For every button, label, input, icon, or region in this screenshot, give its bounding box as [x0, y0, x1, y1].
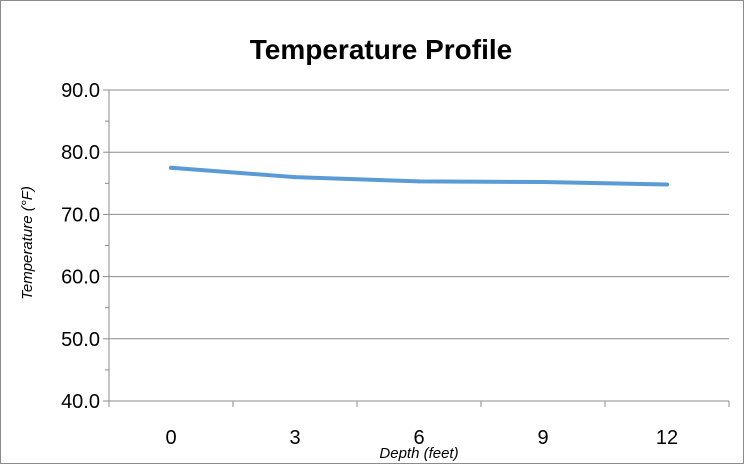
y-tick-label: 40.0 [61, 391, 100, 413]
y-tick-label: 70.0 [61, 204, 100, 226]
x-tick-label: 12 [656, 427, 678, 449]
x-tick-label: 6 [413, 427, 424, 449]
x-tick-labels: 0 3 6 9 12 [165, 427, 678, 449]
data-point [665, 182, 669, 187]
data-point [169, 165, 173, 170]
series-layer [169, 165, 669, 187]
chart-title: Temperature Profile [250, 34, 512, 65]
data-point [293, 175, 297, 180]
y-tick-label: 60.0 [61, 267, 100, 289]
y-tick-label: 50.0 [61, 329, 100, 351]
x-axis-label: Depth (feet) [379, 445, 458, 462]
data-point [541, 180, 545, 185]
y-tick-label: 90.0 [61, 80, 100, 102]
x-tick-label: 0 [165, 427, 176, 449]
x-tick-label: 9 [537, 427, 548, 449]
y-axis-label: Temperature (°F) [19, 186, 36, 300]
y-tick-labels: 40.0 50.0 60.0 70.0 80.0 90.0 [61, 80, 100, 413]
gridlines [109, 89, 729, 340]
axes [103, 89, 730, 407]
data-point [417, 179, 421, 184]
y-tick-label: 80.0 [61, 142, 100, 164]
x-tick-label: 3 [289, 427, 300, 449]
